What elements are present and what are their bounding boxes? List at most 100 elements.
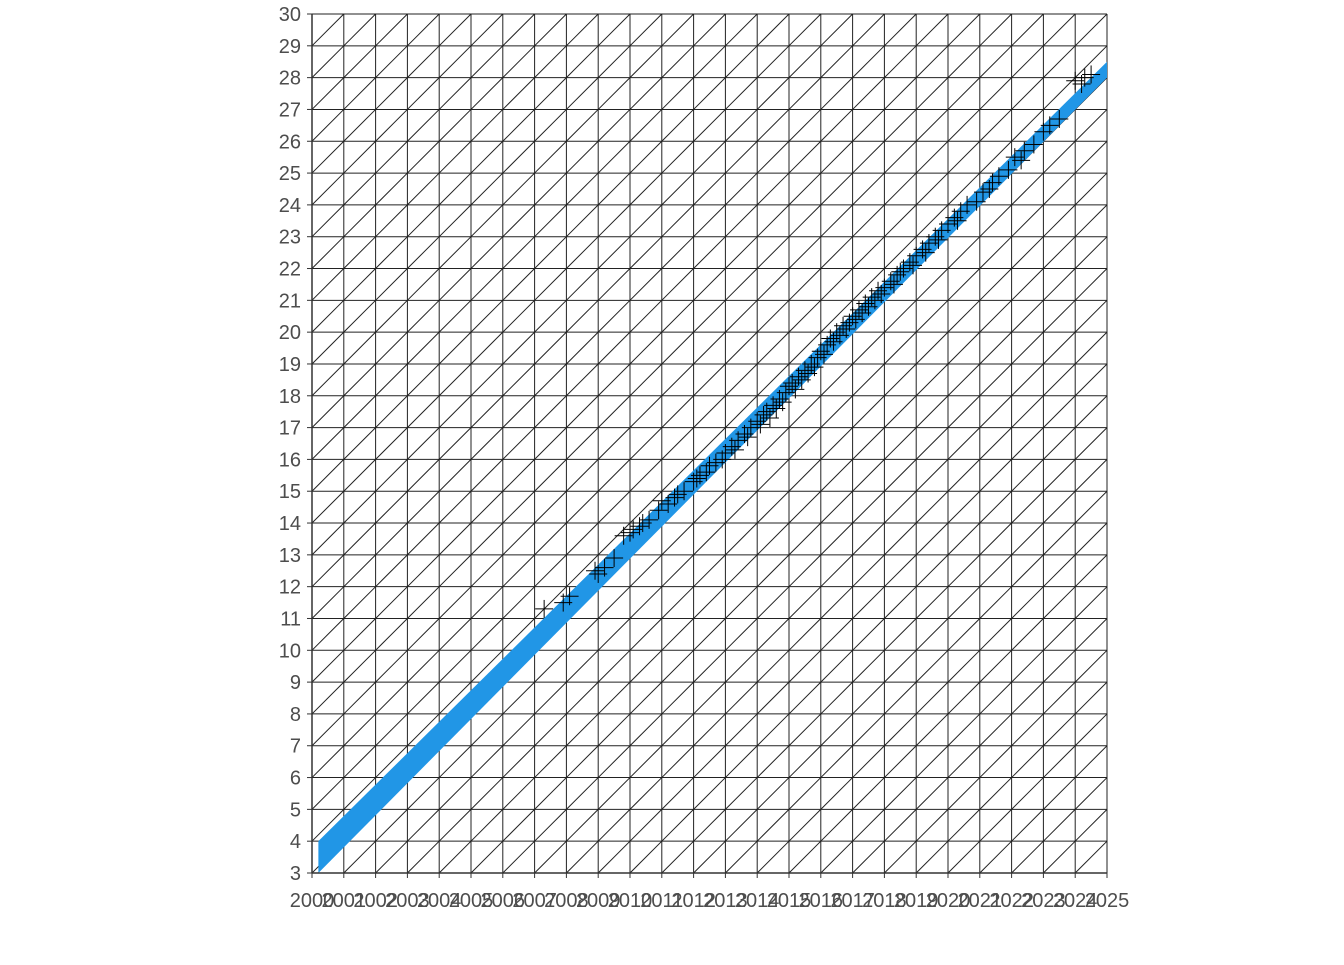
grid-diagonal xyxy=(1011,554,1044,588)
x-tick-label: 2017 xyxy=(830,890,875,912)
grid-diagonal xyxy=(884,331,917,365)
grid-diagonal xyxy=(1011,395,1044,428)
grid-diagonal xyxy=(343,204,376,238)
grid-diagonal xyxy=(1011,13,1044,47)
grid-diagonal xyxy=(438,490,472,524)
grid-diagonal xyxy=(693,395,726,428)
grid-diagonal xyxy=(915,204,949,238)
grid-diagonal xyxy=(311,331,345,365)
grid-diagonal xyxy=(852,13,885,47)
grid-diagonal xyxy=(756,236,790,269)
grid-diagonal xyxy=(407,713,440,747)
data-point xyxy=(687,469,706,488)
grid-diagonal xyxy=(1043,554,1076,588)
grid-diagonal xyxy=(438,395,472,428)
grid-diagonal xyxy=(534,204,567,238)
grid-diagonal xyxy=(534,427,567,460)
x-tick-label: 2016 xyxy=(799,890,844,912)
grid-diagonal xyxy=(534,809,567,842)
grid-diagonal xyxy=(597,268,631,301)
grid-diagonal xyxy=(1043,809,1076,842)
grid-diagonal xyxy=(1043,427,1076,460)
grid-diagonal xyxy=(979,490,1012,524)
grid-diagonal xyxy=(597,109,631,142)
grid-diagonal xyxy=(1074,745,1108,778)
grid-diagonal xyxy=(979,77,1012,110)
grid-diagonal xyxy=(534,109,567,142)
grid-diagonal xyxy=(947,586,981,619)
grid-diagonal xyxy=(375,13,408,47)
grid-diagonal xyxy=(407,840,440,874)
x-tick-label: 2002 xyxy=(353,890,398,912)
grid-diagonal xyxy=(1074,236,1108,269)
grid-diagonal xyxy=(693,586,726,619)
grid-diagonal xyxy=(534,745,567,778)
grid-diagonal xyxy=(693,427,726,460)
grid-diagonal xyxy=(661,268,694,301)
grid-diagonal xyxy=(438,299,472,333)
grid-diagonal xyxy=(947,618,981,651)
grid-diagonal xyxy=(470,140,504,174)
grid-diagonal xyxy=(502,299,535,333)
grid-diagonal xyxy=(343,45,376,78)
grid-diagonal xyxy=(852,204,885,238)
x-tick-label: 2011 xyxy=(640,890,683,912)
grid-diagonal xyxy=(788,331,822,365)
grid-diagonal xyxy=(820,840,853,874)
grid-diagonal xyxy=(1074,13,1108,47)
y-tick-label: 22 xyxy=(279,259,301,281)
grid-diagonal xyxy=(534,140,567,174)
grid-diagonal xyxy=(756,681,790,715)
grid-diagonal xyxy=(1043,363,1076,397)
grid-diagonal xyxy=(470,331,504,365)
grid-diagonal xyxy=(534,681,567,715)
x-tick-label: 2015 xyxy=(767,890,812,912)
grid-diagonal xyxy=(693,681,726,715)
grid-diagonal xyxy=(852,363,885,397)
grid-diagonal xyxy=(852,713,885,747)
grid-diagonal xyxy=(534,459,567,492)
grid-diagonal xyxy=(661,618,694,651)
grid-diagonal xyxy=(1043,490,1076,524)
grid-diagonal xyxy=(661,13,694,47)
grid-diagonal xyxy=(915,554,949,588)
grid xyxy=(311,13,1108,874)
grid-diagonal xyxy=(343,713,376,747)
grid-diagonal xyxy=(597,427,631,460)
grid-diagonal xyxy=(566,140,599,174)
grid-diagonal xyxy=(375,140,408,174)
grid-diagonal xyxy=(820,745,853,778)
grid-diagonal xyxy=(343,681,376,715)
grid-diagonal xyxy=(375,45,408,78)
grid-diagonal xyxy=(470,395,504,428)
grid-diagonal xyxy=(852,777,885,810)
y-axis-ticks: 3 4 5 6 7 8 9 10 11 12 13 14 15 16 17 18 19 20 21 22 23 24 25 2… xyxy=(279,4,312,885)
grid-diagonal xyxy=(947,268,981,301)
grid-diagonal xyxy=(597,172,631,206)
x-tick-label: 2010 xyxy=(608,890,653,912)
grid-diagonal xyxy=(629,713,663,747)
grid-diagonal xyxy=(566,45,599,78)
grid-diagonal xyxy=(438,777,472,810)
x-tick-label: 2012 xyxy=(671,890,716,912)
grid-diagonal xyxy=(788,681,822,715)
grid-diagonal xyxy=(788,45,822,78)
y-tick-label: 15 xyxy=(279,481,301,503)
grid-diagonal xyxy=(375,554,408,588)
y-tick-label: 27 xyxy=(279,99,301,121)
grid-diagonal xyxy=(470,459,504,492)
grid-diagonal xyxy=(788,649,822,683)
grid-diagonal xyxy=(502,777,535,810)
grid-diagonal xyxy=(502,459,535,492)
grid-diagonal xyxy=(566,268,599,301)
grid-diagonal xyxy=(915,13,949,47)
grid-diagonal xyxy=(725,363,758,397)
grid-diagonal xyxy=(597,331,631,365)
grid-diagonal xyxy=(597,618,631,651)
grid-diagonal xyxy=(947,490,981,524)
grid-diagonal xyxy=(915,490,949,524)
grid-diagonal xyxy=(756,586,790,619)
grid-diagonal xyxy=(470,363,504,397)
data-point xyxy=(773,393,792,412)
grid-diagonal xyxy=(311,681,345,715)
